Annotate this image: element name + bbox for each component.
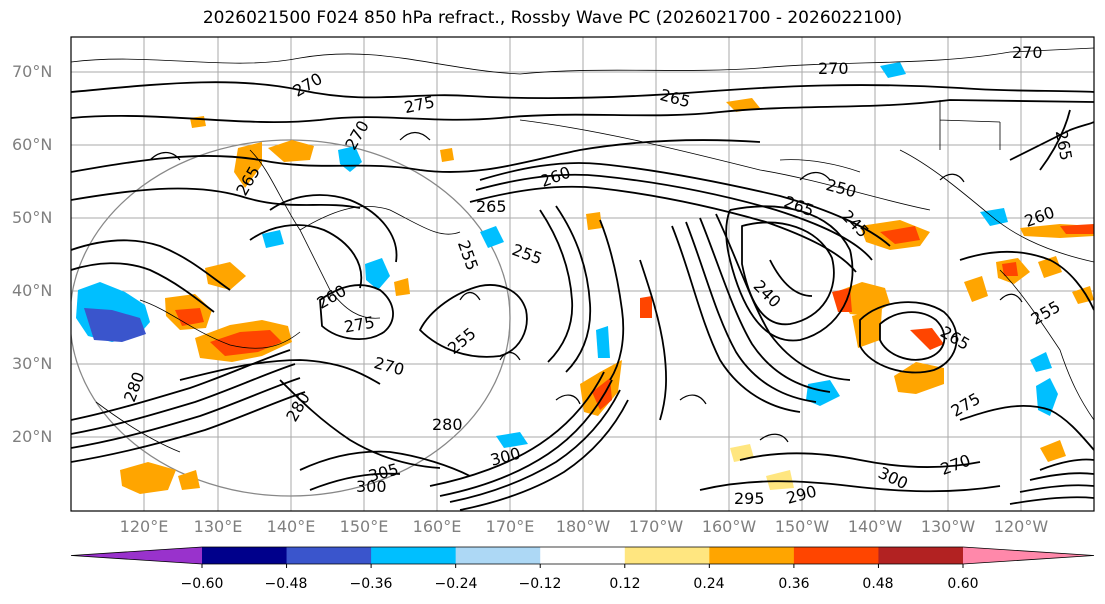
colorbar xyxy=(70,546,1095,568)
graticule xyxy=(71,37,1094,511)
contour-label: 265 xyxy=(658,85,692,111)
contour-label: 250 xyxy=(824,175,858,201)
contour-label: 255 xyxy=(454,238,482,273)
contour-label: 270 xyxy=(1012,43,1043,62)
lat-label: 30°N xyxy=(12,354,53,373)
contour-label: 300 xyxy=(488,444,522,470)
colorbar-tick-label: 0.12 xyxy=(609,576,641,592)
colorbar-bin xyxy=(624,547,710,564)
colorbar-bin xyxy=(286,547,372,564)
lon-label: 160°E xyxy=(412,517,462,536)
lon-label: 150°E xyxy=(339,517,389,536)
lat-label: 40°N xyxy=(12,281,53,300)
colorbar-tick-label: −0.24 xyxy=(434,576,478,592)
contour-label: 255 xyxy=(1028,297,1064,329)
lon-label: 170°W xyxy=(628,517,684,536)
lon-label: 170°E xyxy=(485,517,535,536)
contour-label: 265 xyxy=(782,192,817,220)
map-frame xyxy=(70,36,1095,512)
contour-label: 265 xyxy=(1052,129,1076,162)
contour-label: 300 xyxy=(356,477,387,496)
contour-label: 295 xyxy=(734,489,765,508)
lon-label: 130°E xyxy=(193,517,243,536)
contour-label: 270 xyxy=(938,451,973,479)
map-title: 2026021500 F024 850 hPa refract., Rossby… xyxy=(202,8,903,28)
colorbar-tick-label: 0.24 xyxy=(693,576,725,592)
colorbar-tick-label: −0.60 xyxy=(180,576,224,592)
colorbar-tick-label: 0.60 xyxy=(947,576,979,592)
contours xyxy=(71,81,1094,511)
colorbar-tick-label: 0.36 xyxy=(778,576,810,592)
contour-fragments xyxy=(149,131,1023,443)
lon-label: 140°W xyxy=(847,517,903,536)
colorbar-bin xyxy=(709,547,795,564)
colorbar-bin xyxy=(202,547,288,564)
contour-label: 280 xyxy=(282,389,314,425)
colorbar-tick-label: 0.48 xyxy=(862,576,894,592)
lat-label: 50°N xyxy=(12,208,53,227)
lon-label: 130°W xyxy=(920,517,976,536)
contour-label: 255 xyxy=(444,324,480,358)
lon-label: 140°E xyxy=(266,517,316,536)
contour-label: 260 xyxy=(314,281,350,313)
colorbar-bin xyxy=(455,547,541,564)
contour-label: 270 xyxy=(372,353,406,379)
colorbar-tick-label: −0.48 xyxy=(264,576,308,592)
shading xyxy=(76,62,1094,494)
lon-label: 180°W xyxy=(555,517,611,536)
colorbar-bin xyxy=(878,547,964,564)
coastlines xyxy=(71,47,1094,453)
lon-label: 160°W xyxy=(701,517,757,536)
colorbar-extension-low xyxy=(71,547,202,564)
colorbar-extension-high xyxy=(963,547,1094,564)
contour-label: 270 xyxy=(818,59,849,78)
lon-label: 120°W xyxy=(993,517,1049,536)
lon-label: 120°E xyxy=(119,517,169,536)
contour-label: 270 xyxy=(341,117,373,153)
colorbar-bin xyxy=(793,547,879,564)
contour-label: 255 xyxy=(510,240,545,268)
colorbar-bin xyxy=(371,547,457,564)
contour-label: 265 xyxy=(476,197,507,216)
contour-label: 275 xyxy=(343,313,376,337)
colorbar-tick-label: −0.36 xyxy=(349,576,393,592)
colorbar-bin xyxy=(540,547,626,564)
contour-label: 275 xyxy=(948,389,984,421)
colorbar-tick-label: −0.12 xyxy=(518,576,562,592)
lat-label: 20°N xyxy=(12,427,53,446)
lat-label: 60°N xyxy=(12,135,53,154)
contour-label: 270 xyxy=(290,69,326,101)
reference-circle xyxy=(71,139,511,497)
contour-label: 280 xyxy=(432,415,463,434)
lon-label: 150°W xyxy=(774,517,830,536)
lat-label: 70°N xyxy=(12,62,53,81)
